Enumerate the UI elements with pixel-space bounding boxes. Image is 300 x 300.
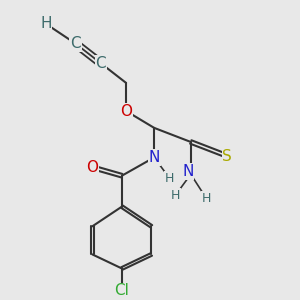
Text: H: H xyxy=(165,172,174,185)
Text: H: H xyxy=(202,192,211,205)
Text: O: O xyxy=(120,103,132,118)
Text: C: C xyxy=(95,56,106,71)
Text: Cl: Cl xyxy=(114,284,129,298)
Text: N: N xyxy=(148,150,160,165)
Text: H: H xyxy=(171,189,180,202)
Text: C: C xyxy=(70,36,81,51)
Text: O: O xyxy=(86,160,98,175)
Text: S: S xyxy=(222,148,232,164)
Text: H: H xyxy=(40,16,52,32)
Text: N: N xyxy=(182,164,194,179)
